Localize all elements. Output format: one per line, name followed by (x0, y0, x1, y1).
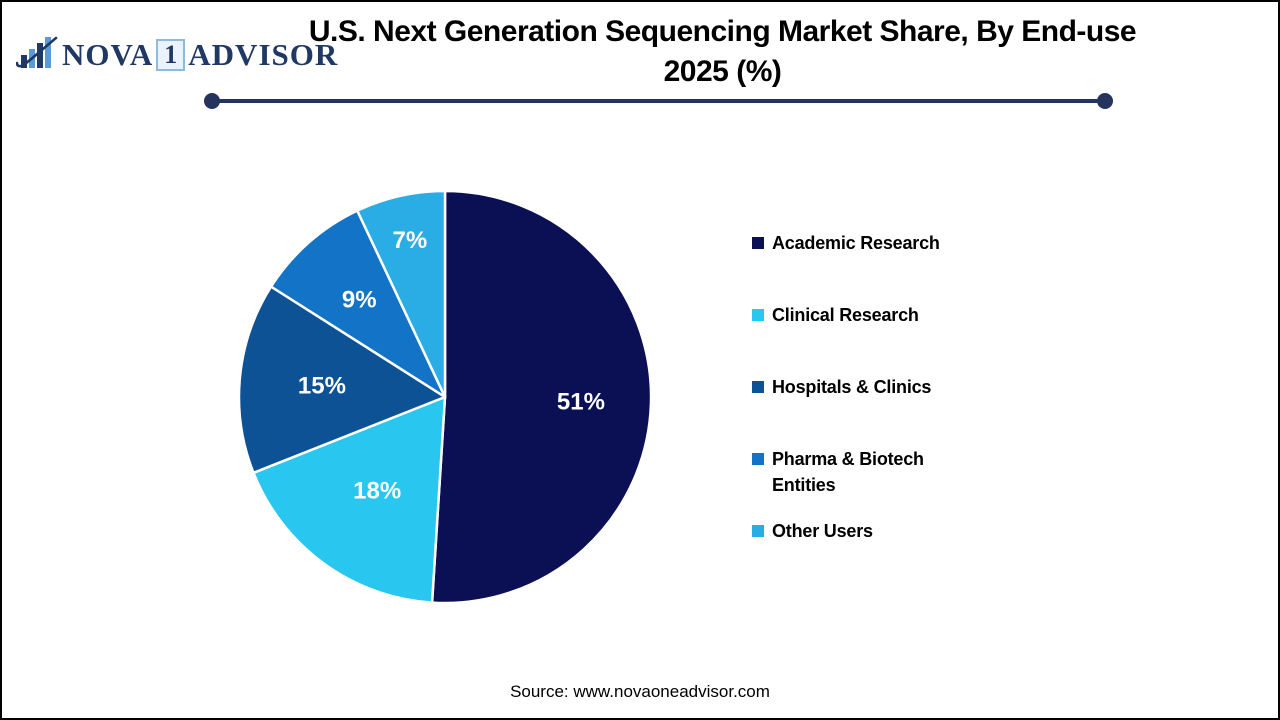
chart-legend: Academic Research Clinical Research Hospit… (752, 230, 982, 560)
logo-text-nova: NOVA (62, 36, 154, 72)
pie-slice-clinical-research (252, 395, 447, 604)
legend-label: Other Users (772, 521, 873, 541)
legend-label: Pharma & Biotech Entities (772, 449, 924, 495)
pie-slice-pharma-biotech-entities (269, 209, 447, 399)
legend-marker (752, 381, 764, 393)
legend-item-other-users: Other Users (752, 518, 957, 544)
underline-right-dot (1097, 93, 1113, 109)
logo-text-one: 1 (156, 38, 186, 71)
legend-label: Academic Research (772, 233, 940, 253)
logo: NOVA 1 ADVISOR (15, 34, 339, 75)
title-underline (204, 93, 1113, 109)
legend-marker (752, 237, 764, 249)
pie-slice-academic-research (430, 189, 653, 605)
pie-slice-other-users (356, 189, 447, 399)
pie-chart: 51% 18% 15% 9% 7% (230, 184, 660, 614)
legend-label: Hospitals & Clinics (772, 377, 932, 397)
underline-left-dot (204, 93, 220, 109)
pie-slice-hospitals-clinics (237, 285, 447, 475)
pie-data-label: 15% (298, 372, 346, 399)
source-text: Source: www.novaoneadvisor.com (510, 682, 770, 701)
logo-text-advisor: ADVISOR (188, 36, 339, 72)
legend-marker (752, 525, 764, 537)
legend-item-clinical-research: Clinical Research (752, 302, 957, 328)
pie-data-label: 9% (342, 287, 377, 314)
chart-title-line1: U.S. Next Generation Sequencing Market S… (308, 15, 1137, 48)
pie-data-label: 7% (393, 227, 428, 254)
legend-item-pharma-biotech-entities: Pharma & Biotech Entities (752, 446, 957, 498)
legend-marker (752, 453, 764, 465)
chart-title-line2: 2025 (%) (663, 55, 782, 88)
bar-chart-swoosh-icon (15, 34, 58, 75)
pie-data-label: 18% (353, 477, 401, 504)
legend-label: Clinical Research (772, 305, 919, 325)
legend-item-hospitals-clinics: Hospitals & Clinics (752, 374, 957, 400)
legend-item-academic-research: Academic Research (752, 230, 957, 256)
legend-marker (752, 309, 764, 321)
pie-data-label: 51% (557, 388, 605, 415)
chart-title: U.S. Next Generation Sequencing Market S… (230, 12, 1215, 92)
